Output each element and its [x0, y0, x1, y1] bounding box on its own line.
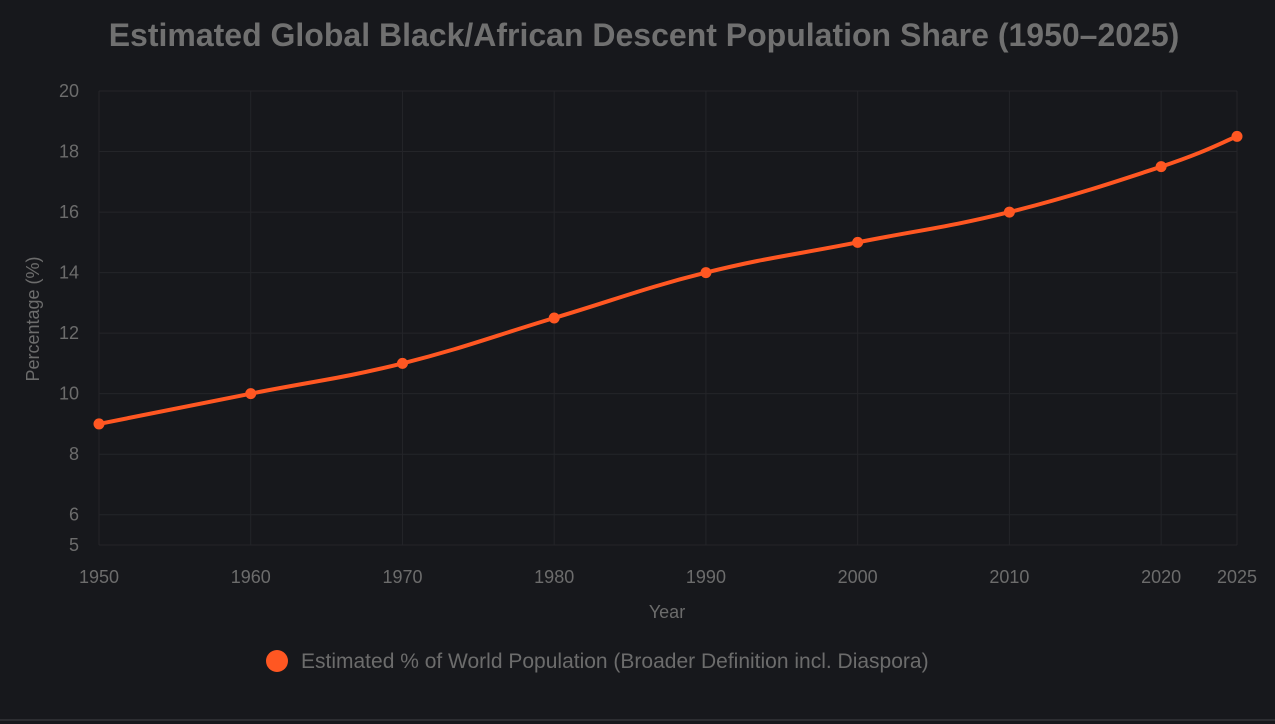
y-axis-title: Percentage (%) — [23, 256, 43, 381]
y-tick-label: 12 — [59, 323, 79, 343]
data-point-2010[interactable] — [1003, 206, 1015, 218]
y-tick-label: 5 — [69, 535, 79, 555]
bottom-divider — [0, 719, 1275, 721]
data-point-2020[interactable] — [1155, 161, 1167, 173]
x-tick-label: 1950 — [79, 567, 119, 587]
x-tick-label: 2000 — [838, 567, 878, 587]
y-tick-label: 18 — [59, 142, 79, 162]
data-point-1990[interactable] — [700, 267, 712, 279]
y-tick-label: 16 — [59, 202, 79, 222]
x-tick-label: 2025 — [1217, 567, 1257, 587]
y-tick-label: 14 — [59, 263, 79, 283]
data-point-2000[interactable] — [852, 236, 864, 248]
legend-marker — [266, 650, 288, 672]
x-axis-ticks: 1950 1960 1970 1980 1990 2000 2010 2020 2025 — [79, 567, 1257, 587]
data-point-1960[interactable] — [245, 388, 257, 400]
x-tick-label: 2010 — [989, 567, 1029, 587]
y-tick-label: 8 — [69, 444, 79, 464]
y-tick-label: 10 — [59, 384, 79, 404]
x-tick-label: 1970 — [382, 567, 422, 587]
x-tick-label: 1990 — [686, 567, 726, 587]
x-tick-label: 1960 — [231, 567, 271, 587]
grid-lines — [98, 90, 1238, 546]
x-tick-label: 2020 — [1141, 567, 1181, 587]
series-line — [97, 134, 1239, 426]
legend[interactable]: Estimated % of World Population (Broader… — [266, 650, 929, 673]
data-point-1950[interactable] — [93, 418, 105, 430]
data-point-1980[interactable] — [548, 312, 560, 324]
data-point-1970[interactable] — [396, 357, 408, 369]
legend-label: Estimated % of World Population (Broader… — [301, 650, 929, 673]
y-axis-ticks: 5 6 8 10 12 14 16 18 20 — [59, 81, 79, 555]
data-point-2025[interactable] — [1231, 130, 1243, 142]
x-axis-title: Year — [649, 602, 685, 622]
y-tick-label: 20 — [59, 81, 79, 101]
series-layer — [93, 130, 1243, 430]
y-tick-label: 6 — [69, 505, 79, 525]
x-tick-label: 1980 — [534, 567, 574, 587]
chart-title: Estimated Global Black/African Descent P… — [109, 17, 1180, 53]
